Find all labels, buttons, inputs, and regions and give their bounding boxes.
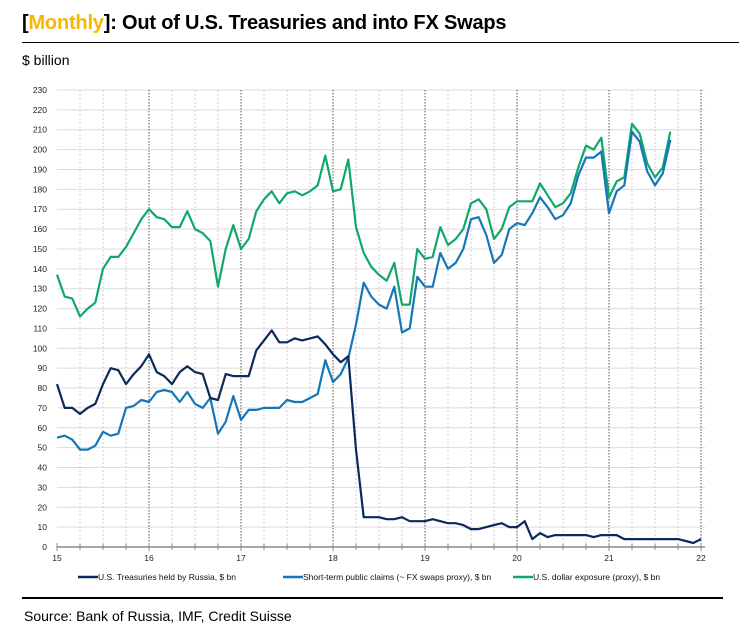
legend-item-0: U.S. Treasuries held by Russia, $ bn	[78, 572, 236, 582]
title-rule	[22, 42, 739, 43]
y-tick-label: 90	[38, 363, 48, 373]
title-rest: ]: Out of U.S. Treasuries and into FX Sw…	[103, 12, 507, 34]
y-tick-label: 100	[33, 343, 47, 353]
source-rule	[22, 597, 723, 599]
y-tick-label: 30	[38, 482, 48, 492]
series-lines	[55, 122, 702, 545]
legend-item-2: U.S. dollar exposure (proxy), $ bn	[513, 572, 660, 582]
y-tick-label: 80	[38, 383, 48, 393]
legend-label: U.S. Treasuries held by Russia, $ bn	[98, 572, 236, 582]
legend-label: Short-term public claims (~ FX swaps pro…	[303, 572, 492, 582]
y-axis: 0 10 20 30 40 50 60 70 80 90 100 110 120 130 140 150 160…	[33, 85, 47, 552]
x-tick-label: 16	[144, 553, 154, 563]
x-tick-label: 15	[52, 553, 62, 563]
y-tick-label: 110	[33, 323, 47, 333]
title-bracket-open: [	[22, 12, 29, 34]
title-accent: Monthly	[28, 12, 104, 34]
legend-label: U.S. dollar exposure (proxy), $ bn	[533, 572, 660, 582]
chart-title: [Monthly]: Out of U.S. Treasuries and in…	[22, 12, 507, 35]
x-tick-label: 20	[512, 553, 522, 563]
x-axis: 15 16 17 18 19 20 21 22	[52, 543, 706, 563]
y-tick-label: 220	[33, 105, 47, 115]
y-tick-label: 70	[38, 403, 48, 413]
y-tick-label: 130	[33, 284, 47, 294]
y-tick-label: 150	[33, 244, 47, 254]
grid	[57, 89, 705, 547]
y-tick-label: 230	[33, 85, 47, 95]
y-tick-label: 210	[33, 125, 47, 135]
y-tick-label: 170	[33, 204, 47, 214]
series-line-1	[56, 130, 672, 451]
unit-label: $ billion	[22, 52, 70, 68]
legend: U.S. Treasuries held by Russia, $ bn Shor…	[78, 572, 660, 582]
y-tick-label: 140	[33, 264, 47, 274]
y-tick-label: 0	[42, 542, 47, 552]
x-tick-label: 22	[696, 553, 706, 563]
y-tick-label: 120	[33, 304, 47, 314]
x-tick-label: 21	[604, 553, 614, 563]
x-tick-label: 18	[328, 553, 338, 563]
series-line-2	[55, 122, 672, 318]
y-tick-label: 60	[38, 423, 48, 433]
y-tick-label: 10	[38, 522, 48, 532]
legend-item-1: Short-term public claims (~ FX swaps pro…	[283, 572, 492, 582]
y-tick-label: 40	[38, 463, 48, 473]
y-tick-label: 200	[33, 145, 47, 155]
line-chart: 0 10 20 30 40 50 60 70 80 90 100 110 120 130 140 150 160…	[33, 85, 706, 582]
y-tick-label: 160	[33, 224, 47, 234]
y-tick-label: 190	[33, 164, 47, 174]
x-tick-label: 17	[236, 553, 246, 563]
x-tick-label: 19	[420, 553, 430, 563]
y-tick-label: 180	[33, 184, 47, 194]
source-note: Source: Bank of Russia, IMF, Credit Suis…	[24, 608, 292, 624]
y-tick-label: 50	[38, 443, 48, 453]
y-tick-label: 20	[38, 502, 48, 512]
series-line-0	[55, 329, 702, 545]
